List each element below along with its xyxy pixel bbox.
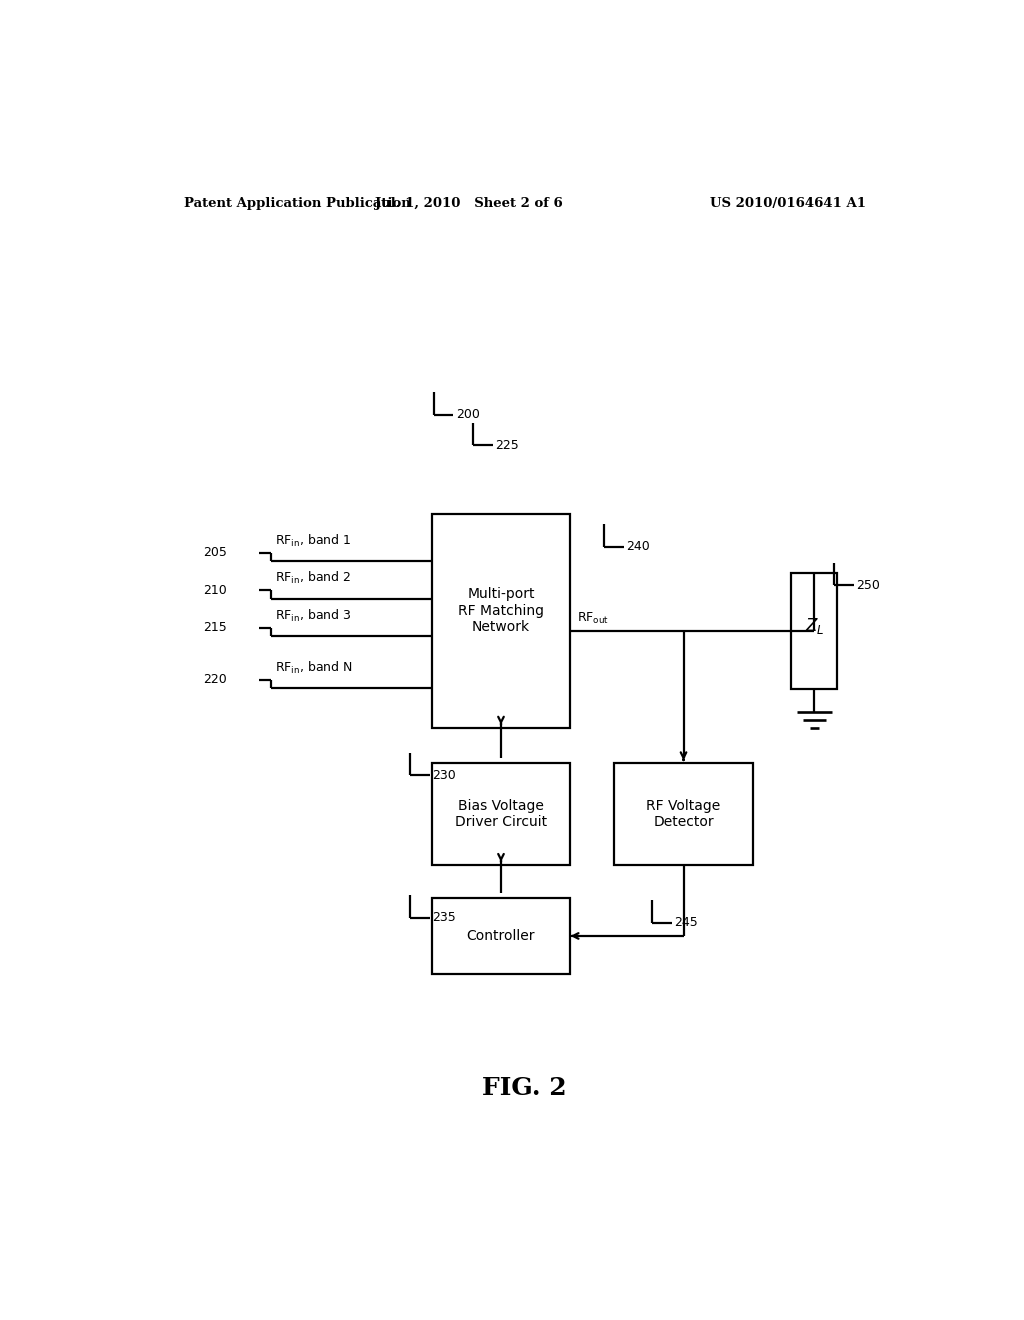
Text: 250: 250 [856, 578, 881, 591]
Text: 225: 225 [496, 438, 519, 451]
Text: 230: 230 [432, 768, 456, 781]
Text: FIG. 2: FIG. 2 [482, 1076, 567, 1101]
Text: 215: 215 [204, 622, 227, 635]
Bar [614, 763, 753, 865]
Bar [792, 573, 838, 689]
Text: 240: 240 [627, 540, 650, 553]
Text: $\mathit{Z}_\mathit{L}$: $\mathit{Z}_\mathit{L}$ [805, 616, 824, 636]
Text: 200: 200 [456, 408, 479, 421]
Text: RF$_{\mathregular{in}}$, band 3: RF$_{\mathregular{in}}$, band 3 [274, 607, 351, 624]
Text: Multi-port
RF Matching
Network: Multi-port RF Matching Network [458, 587, 544, 634]
Text: RF$_{\mathregular{in}}$, band 1: RF$_{\mathregular{in}}$, band 1 [274, 532, 351, 549]
Text: RF$_{\mathregular{out}}$: RF$_{\mathregular{out}}$ [577, 611, 609, 626]
Text: 205: 205 [204, 546, 227, 560]
Bar [431, 763, 570, 865]
Text: RF Voltage
Detector: RF Voltage Detector [646, 799, 721, 829]
Text: 220: 220 [204, 673, 227, 686]
Text: 210: 210 [204, 583, 227, 597]
Text: Controller: Controller [467, 929, 536, 942]
Text: 245: 245 [674, 916, 697, 929]
Text: 235: 235 [432, 911, 456, 924]
Text: RF$_{\mathregular{in}}$, band 2: RF$_{\mathregular{in}}$, band 2 [274, 570, 351, 586]
Text: RF$_{\mathregular{in}}$, band N: RF$_{\mathregular{in}}$, band N [274, 660, 352, 676]
Text: Bias Voltage
Driver Circuit: Bias Voltage Driver Circuit [455, 799, 547, 829]
Bar [431, 515, 570, 727]
Bar [431, 898, 570, 974]
Text: US 2010/0164641 A1: US 2010/0164641 A1 [710, 197, 866, 210]
Text: Jul. 1, 2010   Sheet 2 of 6: Jul. 1, 2010 Sheet 2 of 6 [376, 197, 563, 210]
Text: Patent Application Publication: Patent Application Publication [183, 197, 411, 210]
